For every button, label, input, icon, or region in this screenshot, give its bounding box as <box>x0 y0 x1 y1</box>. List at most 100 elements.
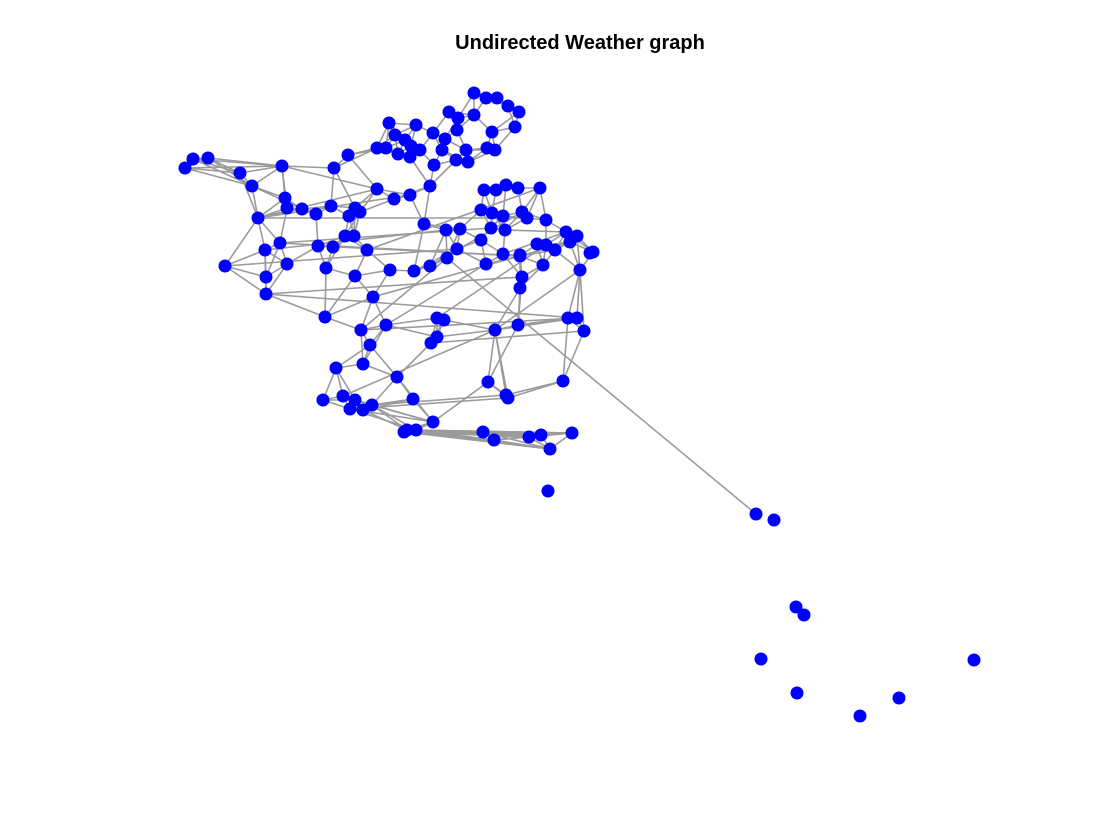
graph-node <box>360 243 374 257</box>
graph-node <box>442 105 456 119</box>
graph-node <box>347 229 361 243</box>
graph-node <box>477 183 491 197</box>
graph-node <box>390 370 404 384</box>
graph-edge <box>562 317 569 382</box>
graph-edge <box>239 172 259 219</box>
graph-node <box>563 235 577 249</box>
graph-edge <box>493 439 551 450</box>
graph-node <box>426 126 440 140</box>
graph-node <box>485 206 499 220</box>
graph-edge <box>335 344 371 369</box>
graph-nodes <box>178 86 981 723</box>
graph-node <box>570 311 584 325</box>
graph-node <box>467 108 481 122</box>
graph-node <box>417 217 431 231</box>
graph-node <box>245 179 259 193</box>
graph-node <box>370 141 384 155</box>
graph-node <box>311 239 325 253</box>
graph-node <box>754 652 768 666</box>
graph-node <box>383 263 397 277</box>
graph-node <box>327 161 341 175</box>
graph-edge <box>579 269 585 332</box>
graph-node <box>488 323 502 337</box>
graph-edge <box>224 265 267 295</box>
graph-edge <box>324 267 327 318</box>
graph-node <box>295 202 309 216</box>
graph-edge <box>446 257 757 515</box>
graph-node <box>201 151 215 165</box>
graph-node <box>370 182 384 196</box>
graph-node <box>459 143 473 157</box>
graph-edge <box>436 329 496 338</box>
graph-edge <box>360 317 578 331</box>
graph-node <box>356 357 370 371</box>
graph-node <box>561 311 575 325</box>
graph-edge <box>562 330 585 382</box>
graph-edge <box>372 241 571 298</box>
graph-node <box>450 123 464 137</box>
graph-edge <box>184 165 283 169</box>
graph-edge <box>224 265 267 278</box>
graph-edge <box>224 217 259 267</box>
graph-node <box>326 240 340 254</box>
graph-edge <box>429 229 447 267</box>
graph-edge <box>385 324 438 338</box>
graph-node <box>474 233 488 247</box>
graph-node <box>853 709 867 723</box>
graph-node <box>461 155 475 169</box>
graph-title: Undirected Weather graph <box>455 32 705 54</box>
graph-edge <box>369 344 398 378</box>
graph-node <box>338 229 352 243</box>
graph-edge <box>507 380 564 399</box>
graph-node <box>476 425 490 439</box>
graph-node <box>186 152 200 166</box>
graph-node <box>259 287 273 301</box>
graph-node <box>403 188 417 202</box>
graph-edge <box>251 185 303 210</box>
graph-node <box>438 132 452 146</box>
graph-node <box>481 375 495 389</box>
graph-node <box>513 248 527 262</box>
graph-node <box>379 141 393 155</box>
graph-node <box>427 158 441 172</box>
graph-node <box>316 393 330 407</box>
graph-node <box>501 99 515 113</box>
graph-node <box>499 178 513 192</box>
graph-node <box>354 323 368 337</box>
graph-node <box>512 105 526 119</box>
graph-edge <box>265 293 326 318</box>
graph-node <box>479 257 493 271</box>
graph-node <box>407 264 421 278</box>
graph-node <box>749 507 763 521</box>
graph-node <box>565 426 579 440</box>
graph-node <box>556 374 570 388</box>
graph-node <box>767 513 781 527</box>
graph-node <box>258 243 272 257</box>
graph-node <box>409 118 423 132</box>
graph-node <box>548 243 562 257</box>
graph-edge <box>494 269 581 331</box>
graph-node <box>573 263 587 277</box>
graph-node <box>536 258 550 272</box>
graph-node <box>365 398 379 412</box>
graph-node <box>488 143 502 157</box>
graph-edge <box>342 329 496 397</box>
graph-node <box>341 148 355 162</box>
graph-node <box>501 391 515 405</box>
graph-edge <box>192 158 253 187</box>
graph-edge <box>436 244 547 319</box>
graph-node <box>559 225 573 239</box>
graph-node <box>218 259 232 273</box>
graph-node <box>437 313 451 327</box>
graph-edge <box>396 342 432 378</box>
graph-node <box>467 86 481 100</box>
graph-edge <box>192 158 241 174</box>
graph-edge <box>324 296 374 318</box>
graph-edge <box>257 208 303 219</box>
graph-node <box>797 608 811 622</box>
graph-node <box>430 330 444 344</box>
graph-node <box>435 143 449 157</box>
graph-edge <box>504 229 567 233</box>
graph-node <box>423 259 437 273</box>
